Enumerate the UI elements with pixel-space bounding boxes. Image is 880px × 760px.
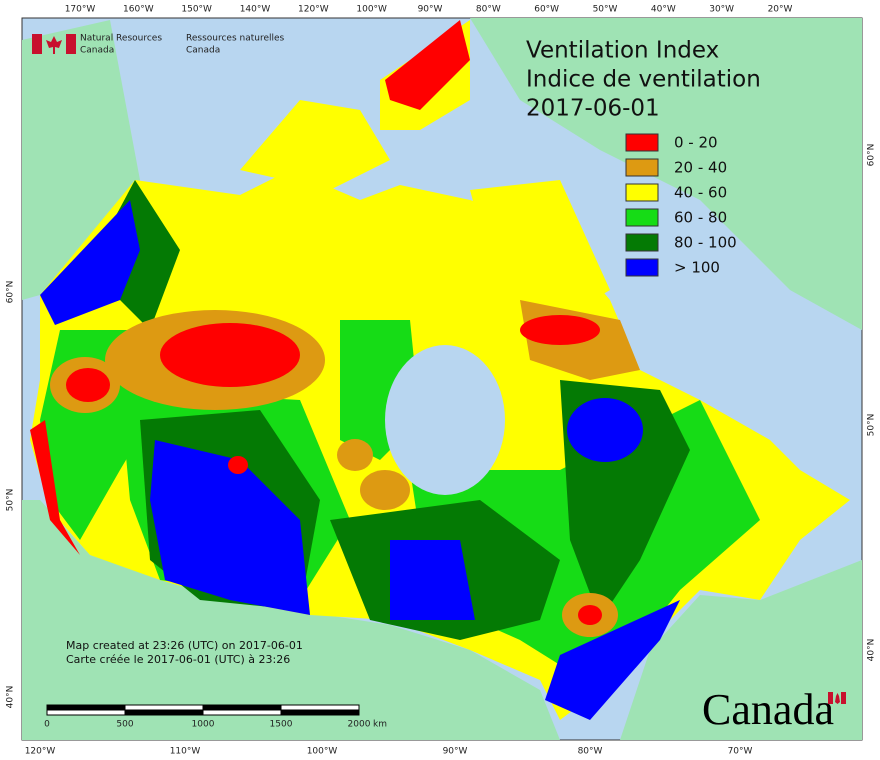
- lon-label: 20°W: [768, 5, 793, 15]
- legend-label: 80 - 100: [674, 234, 737, 252]
- lon-label: 170°W: [65, 5, 96, 15]
- scale-segment: [280, 704, 360, 711]
- scale-label: 1000: [192, 720, 215, 730]
- legend: 0 - 20 20 - 40 40 - 60 60 - 80 80 - 100 > 100: [625, 133, 737, 277]
- logo-text: Natural Resources: [80, 34, 162, 44]
- note: Map created at 23:26 (UTC) on 2017-06-01: [66, 639, 303, 652]
- lon-label: 90°W: [443, 747, 468, 757]
- lat-label: 50°N: [867, 414, 877, 437]
- legend-label: 20 - 40: [674, 159, 727, 177]
- canada-base: [30, 20, 850, 720]
- wordmark-flag: [841, 692, 846, 704]
- scale-segment: [46, 709, 126, 716]
- note: Carte créée le 2017-06-01 (UTC) à 23:26: [66, 653, 290, 666]
- scale-segment: [124, 709, 204, 716]
- lon-label: 30°W: [709, 5, 734, 15]
- lon-label: 100°W: [307, 747, 338, 757]
- lon-label: 40°W: [651, 5, 676, 15]
- scale-label: 500: [116, 720, 133, 730]
- lon-label: 140°W: [240, 5, 271, 15]
- title-en: Ventilation Index: [526, 38, 719, 64]
- lon-label: 120°W: [298, 5, 329, 15]
- logo-text: Canada: [80, 46, 114, 56]
- lat-label: 60°N: [867, 144, 877, 167]
- logo: Natural Resources Canada Ressources natu…: [32, 34, 285, 56]
- lon-label: 80°W: [578, 747, 603, 757]
- logo-text: Canada: [186, 46, 220, 56]
- legend-label: 60 - 80: [674, 209, 727, 227]
- lon-label: 110°W: [170, 747, 201, 757]
- legend-swatch: [625, 233, 659, 252]
- lon-label: 120°W: [25, 747, 56, 757]
- lon-label: 160°W: [123, 5, 154, 15]
- legend-swatch: [625, 208, 659, 227]
- legend-swatch: [625, 133, 659, 152]
- scale-segment: [202, 704, 282, 711]
- lon-label: 100°W: [356, 5, 387, 15]
- lon-label: 60°W: [534, 5, 559, 15]
- title-fr: Indice de ventilation: [526, 67, 761, 93]
- date: 2017-06-01: [526, 96, 660, 122]
- lat-label: 40°N: [6, 686, 16, 709]
- lon-label: 50°W: [593, 5, 618, 15]
- logo-text: Ressources naturelles: [186, 34, 285, 44]
- legend-swatch: [625, 258, 659, 277]
- scale-segment: [46, 704, 126, 711]
- title-block: Ventilation Index Indice de ventilation …: [526, 38, 761, 122]
- notes: Map created at 23:26 (UTC) on 2017-06-01…: [66, 639, 303, 666]
- scale-segment: [202, 709, 282, 716]
- scale-unit: km: [373, 720, 387, 730]
- lon-label: 70°W: [728, 747, 753, 757]
- scale-label: 2000: [348, 720, 371, 730]
- legend-label: > 100: [674, 259, 720, 277]
- lon-label: 90°W: [418, 5, 443, 15]
- scale-label: 1500: [270, 720, 293, 730]
- legend-swatch: [625, 158, 659, 177]
- lat-label: 40°N: [867, 639, 877, 662]
- wordmark-flag: [828, 692, 833, 704]
- legend-label: 0 - 20: [674, 134, 718, 152]
- legend-label: 40 - 60: [674, 184, 727, 202]
- scale-label: 0: [44, 720, 50, 730]
- lon-label: 150°W: [181, 5, 212, 15]
- graticule: 170°W 160°W 150°W 140°W 120°W 100°W 90°W 80°W 60…: [6, 5, 877, 757]
- wordmark: Canada: [702, 685, 834, 734]
- lon-label: 80°W: [476, 5, 501, 15]
- scale-bar: 0 500 1000 1500 2000 km: [44, 704, 387, 730]
- scale-segment: [124, 704, 204, 711]
- lat-label: 50°N: [6, 489, 16, 512]
- wordmark-flag: [835, 693, 840, 704]
- legend-swatch: [625, 183, 659, 202]
- neighbour-land: [22, 18, 862, 740]
- scale-segment: [280, 709, 360, 716]
- lat-label: 60°N: [6, 281, 16, 304]
